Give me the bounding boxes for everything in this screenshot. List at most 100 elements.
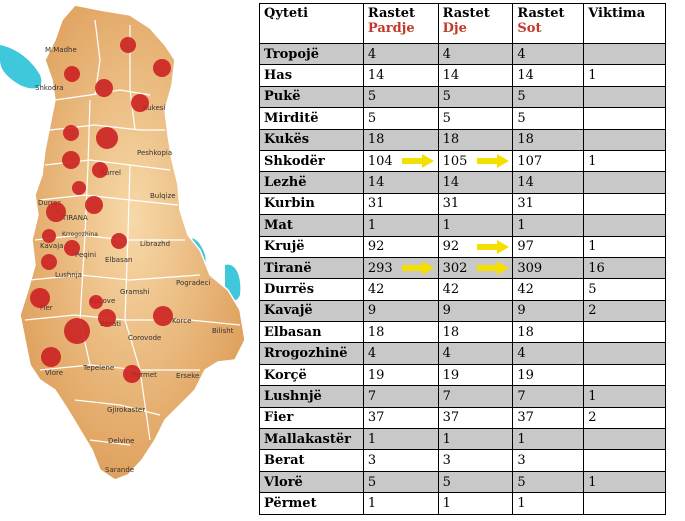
city-cell: Durrës: [259, 278, 364, 301]
city-cell: Përmet: [259, 492, 364, 515]
city-cell: Kavajë: [259, 299, 364, 323]
city-cell: Lushnjë: [259, 385, 364, 408]
cases-today-cell: 3: [512, 449, 585, 472]
city-cell: Tiranë: [259, 256, 364, 280]
cases-today-cell: 14: [512, 171, 585, 194]
cases-yesterday-cell: 14: [437, 64, 514, 87]
city-cell: Pukë: [259, 85, 364, 109]
albania-map: M.Madhe Shkodra Kukesi Peshkopia Burrel …: [0, 4, 246, 481]
cases-daybefore-cell: 4: [362, 342, 439, 365]
case-dot: [72, 181, 86, 195]
victims-cell: 5: [583, 278, 666, 301]
city-cell: Kukës: [259, 128, 364, 151]
cases-yesterday-cell: 4: [437, 42, 514, 66]
table-body: Tropojë 4 4 4 Has 14 14 14 1 Pukë 5 5 5 Mirditë 5 5 5 Kuk…: [259, 42, 666, 515]
cases-yesterday-cell: 14: [437, 171, 514, 194]
table-row: Tiranë 293 302 309 16: [259, 256, 666, 280]
city-cell: Fier: [259, 406, 364, 430]
victims-cell: [583, 449, 666, 472]
covid-cases-table: Qyteti Rastet Pardje Rastet Dje Rastet Sot …: [259, 3, 666, 515]
case-dot: [153, 306, 173, 326]
cases-daybefore-cell: 5: [362, 85, 439, 109]
case-dot: [41, 254, 57, 270]
table-row: Vlorë 5 5 5 1: [259, 470, 666, 494]
map-label: Librazhd: [140, 240, 170, 248]
cases-yesterday-cell: 37: [437, 406, 514, 430]
table-row: Përmet 1 1 1: [259, 492, 666, 515]
city-cell: Krujë: [259, 235, 364, 258]
case-dot: [131, 94, 149, 112]
city-cell: Vlorë: [259, 470, 364, 494]
victims-cell: 1: [583, 385, 666, 408]
cases-today-cell: 107: [512, 149, 585, 173]
city-cell: Kurbin: [259, 192, 364, 216]
case-dot: [85, 196, 103, 214]
map-label: Erseke: [176, 372, 199, 380]
victims-cell: 1: [583, 149, 666, 173]
map-label: Peshkopia: [137, 149, 172, 157]
cases-yesterday-cell: 1: [437, 214, 514, 237]
increase-arrow-icon: [401, 260, 434, 279]
cases-yesterday-cell: 92: [437, 235, 514, 258]
map-label: Kukesi: [143, 104, 165, 112]
map-label: Fier: [40, 304, 53, 312]
table-row: Fier 37 37 37 2: [259, 406, 666, 430]
cases-daybefore-cell: 37: [362, 406, 439, 430]
map-label: Vlore: [45, 369, 63, 377]
cases-daybefore-cell: 14: [362, 64, 439, 87]
cases-daybefore-cell: 5: [362, 107, 439, 130]
case-dot: [153, 59, 171, 77]
table-row: Durrës 42 42 42 5: [259, 278, 666, 301]
cases-today-cell: 1: [512, 214, 585, 237]
cases-today-cell: 42: [512, 278, 585, 301]
case-dot: [95, 79, 113, 97]
cases-yesterday-cell: 7: [437, 385, 514, 408]
albania-land: [19, 4, 246, 481]
city-cell: Mat: [259, 214, 364, 237]
case-dot: [42, 229, 56, 243]
cases-today-cell: 1: [512, 428, 585, 451]
cases-today-cell: 5: [512, 107, 585, 130]
map-label: Korce: [172, 317, 191, 325]
city-cell: Korçë: [259, 363, 364, 387]
covid-cases-table-container: Qyteti Rastet Pardje Rastet Dje Rastet Sot …: [259, 3, 666, 515]
case-dot: [30, 288, 50, 308]
table-row: Rrogozhinë 4 4 4: [259, 342, 666, 365]
cases-yesterday-cell: 105: [437, 149, 514, 173]
victims-cell: [583, 128, 666, 151]
cases-today-cell: 7: [512, 385, 585, 408]
table-row: Korçë 19 19 19: [259, 363, 666, 387]
case-dot: [41, 347, 61, 367]
cases-daybefore-cell: 18: [362, 128, 439, 151]
cases-daybefore-cell: 5: [362, 470, 439, 494]
map-label: Burrel: [100, 169, 121, 177]
table-row: Berat 3 3 3: [259, 449, 666, 472]
cases-daybefore-cell: 9: [362, 299, 439, 323]
table-row: Mat 1 1 1: [259, 214, 666, 237]
case-dot: [64, 66, 80, 82]
cases-yesterday-cell: 4: [437, 342, 514, 365]
case-dot: [96, 127, 118, 149]
header-victims: Viktima: [583, 3, 666, 44]
cases-daybefore-cell: 1: [362, 492, 439, 515]
cases-daybefore-cell: 14: [362, 171, 439, 194]
cases-yesterday-cell: 42: [437, 278, 514, 301]
table-header-row: Qyteti Rastet Pardje Rastet Dje Rastet Sot …: [259, 3, 666, 44]
cases-today-cell: 309: [512, 256, 585, 280]
map-label: Bulqize: [150, 192, 176, 200]
cases-daybefore-cell: 42: [362, 278, 439, 301]
cases-today-cell: 4: [512, 342, 585, 365]
city-cell: Tropojë: [259, 42, 364, 66]
city-cell: Mirditë: [259, 107, 364, 130]
table-row: Tropojë 4 4 4: [259, 42, 666, 66]
map-label: M.Madhe: [45, 46, 77, 54]
table-row: Krujë 92 92 97 1: [259, 235, 666, 258]
cases-today-cell: 18: [512, 321, 585, 344]
table-row: Lezhë 14 14 14: [259, 171, 666, 194]
map-label: Kavaja: [40, 242, 63, 250]
cases-daybefore-cell: 31: [362, 192, 439, 216]
victims-cell: [583, 321, 666, 344]
victims-cell: [583, 192, 666, 216]
case-dot: [123, 365, 141, 383]
cases-today-cell: 1: [512, 492, 585, 515]
